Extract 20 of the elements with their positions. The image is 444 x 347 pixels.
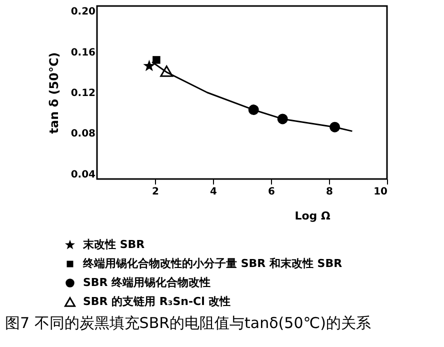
- y-tick-label: 0.16: [70, 47, 96, 58]
- text: 图7 不同的炭黑填充SBR的电阻值与tanδ(50℃)的关系: [5, 314, 371, 332]
- legend-label: 终端用锡化合物改性的小分子量 SBR 和末改性 SBR: [82, 257, 343, 270]
- point: [152, 56, 160, 64]
- point: [143, 60, 156, 72]
- legend-label: SBR 的支链用 R₃Sn-Cl 改性: [83, 295, 231, 308]
- x-tick-label: 6: [268, 186, 276, 198]
- x-tick-label: 10: [374, 186, 388, 198]
- legend-label: SBR 终端用锡化合物改性: [83, 276, 211, 289]
- point: [160, 65, 174, 77]
- x-tick-label: 4: [210, 186, 218, 198]
- y-axis-title: tan δ (50°C): [46, 52, 61, 134]
- y-tick-label: 0.04: [70, 169, 96, 180]
- x-tick-label: 2: [152, 186, 160, 198]
- y-tick-label: 0.08: [70, 128, 96, 140]
- x-axis-title: Log Ω: [294, 210, 331, 222]
- y-tick-label: 0.20: [70, 6, 96, 18]
- legend-label: 末改性 SBR: [82, 238, 146, 251]
- y-tick-label: 0.12: [70, 88, 96, 99]
- x-tick-label: 8: [326, 186, 334, 198]
